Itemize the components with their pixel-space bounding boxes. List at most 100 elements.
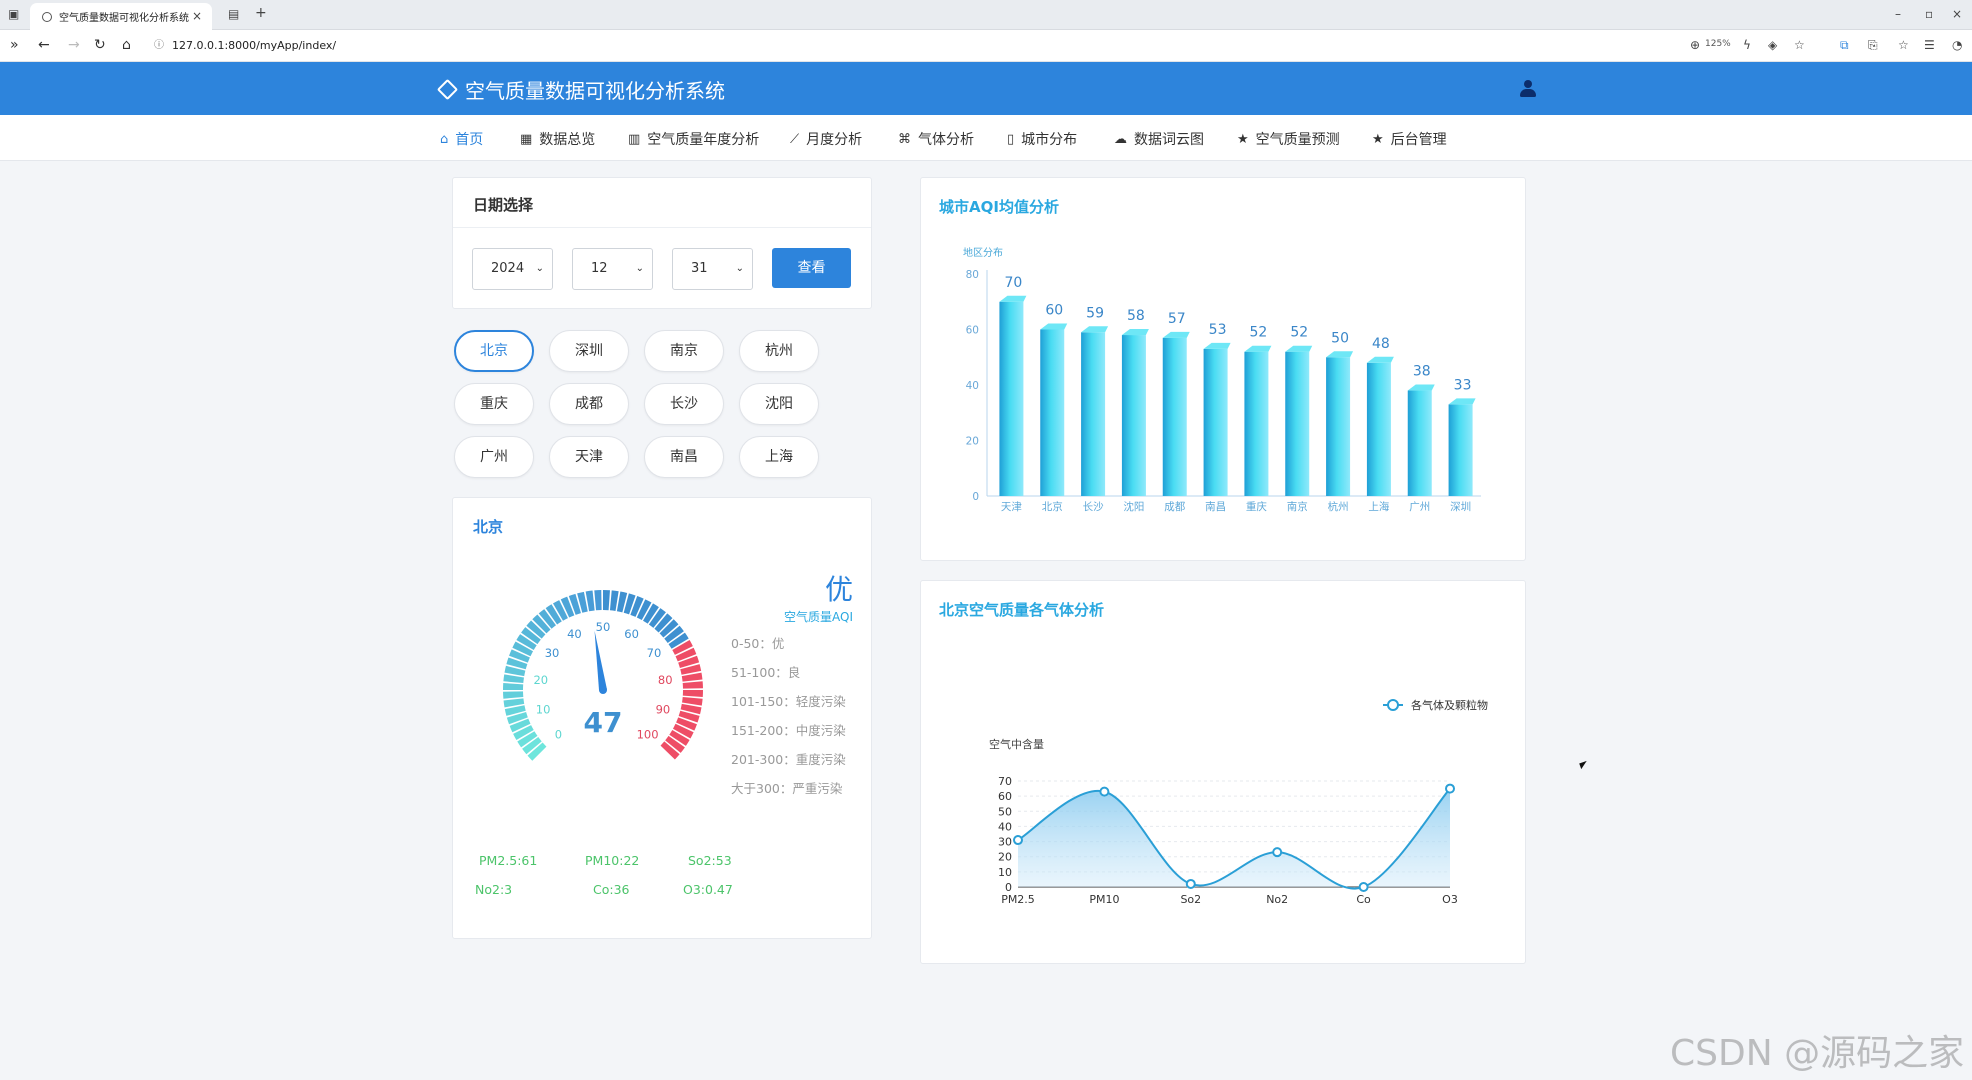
gauge-tick-label: 100 [637,728,659,742]
date-select-title: 日期选择 [473,196,534,214]
reload-icon[interactable]: ↻ [94,37,106,53]
line-point[interactable] [1099,786,1110,797]
gauge-segment [568,593,581,615]
profile-icon[interactable]: ◔ [1952,38,1963,52]
line-point[interactable] [1358,882,1369,892]
bar[interactable] [1285,351,1310,496]
tab-list-icon[interactable]: ▤ [228,7,240,21]
gauge-segment [506,712,528,725]
bar[interactable] [1040,329,1065,497]
user-icon[interactable] [1520,80,1536,98]
city-button[interactable]: 南昌 [644,436,724,478]
bar-x-tick-label: 沈阳 [1123,500,1144,513]
gas-analysis-line-card: 北京空气质量各气体分析 各气体及颗粒物 空气中含量 0 10 20 30 40 50 60 70 P… [920,580,1526,964]
bar[interactable] [1081,332,1106,496]
city-detail-card: 北京 0 10 20 30 40 50 60 70 80 90 100 47 优 空气质量AQI 0-… [452,497,872,939]
bar[interactable] [1244,351,1269,496]
tab-close-icon[interactable]: × [191,9,202,23]
bar-data-label: 53 [1209,322,1227,338]
bar-x-tick-label: 南昌 [1205,500,1226,513]
expand-icon[interactable]: » [10,37,19,53]
gauge-segment [678,710,700,723]
minimize-icon[interactable]: – [1895,7,1901,21]
bolt-icon[interactable]: ϟ [1743,38,1751,52]
translate-icon[interactable]: ⧉ [1840,38,1849,52]
day-select[interactable]: 31 ⌄ [672,248,753,290]
browser-tabbar: ▣ 空气质量数据可视化分析系统 × ▤ + – ▫ × [0,0,1972,30]
menu-icon[interactable]: ☰ [1924,38,1935,52]
bar[interactable] [1366,362,1391,496]
bar-y-tick-label: 60 [966,325,979,337]
bar[interactable] [1407,390,1432,496]
nav-item-0[interactable]: ⌂ 首页 [440,129,483,149]
nav-item-7[interactable]: ★ 空气质量预测 [1237,129,1340,149]
nav-item-4[interactable]: ⌘ 气体分析 [898,129,974,149]
extension-icon[interactable]: ◈ [1768,38,1778,52]
window-close-icon[interactable]: × [1952,7,1963,21]
nav-item-3[interactable]: ⟋ 月度分析 [790,129,862,149]
nav-item-6[interactable]: ☁ 数据词云图 [1114,129,1204,149]
bar-data-label: 48 [1372,336,1390,352]
city-button[interactable]: 上海 [739,436,819,478]
bookmark-icon[interactable]: ☆ [1794,38,1805,52]
browser-tab[interactable]: 空气质量数据可视化分析系统 × [30,3,212,30]
month-select[interactable]: 12 ⌄ [572,248,653,290]
forward-icon[interactable]: → [68,37,80,53]
city-button[interactable]: 广州 [454,436,534,478]
star-icon: ★ [1372,131,1384,147]
bar[interactable] [999,301,1024,496]
favorites-icon[interactable]: ☆ [1898,38,1909,52]
line-point[interactable] [1185,878,1196,889]
bar-chart-title: 城市AQI均值分析 [939,198,1059,216]
nav-item-2[interactable]: ▥ 空气质量年度分析 [628,129,759,149]
gauge-segment [503,691,524,699]
tab-favicon-icon [42,11,52,22]
gauge-segment [509,649,530,663]
city-button[interactable]: 长沙 [644,383,724,425]
new-tab-icon[interactable]: + [255,5,267,21]
city-button[interactable]: 南京 [644,330,724,372]
view-button[interactable]: 查看 [772,248,851,288]
bar[interactable] [1121,335,1146,496]
gauge-segment [660,741,680,760]
city-button[interactable]: 成都 [549,383,629,425]
home-browser-icon[interactable]: ⌂ [122,37,131,53]
nav-item-1[interactable]: ▦ 数据总览 [520,129,595,149]
app-title[interactable]: 空气质量数据可视化分析系统 [436,75,725,104]
line-point[interactable] [1013,835,1023,846]
gauge-segment [682,696,703,706]
city-aqi-bar-card: 城市AQI均值分析 地区分布 0 20 40 60 80 70 天津 60 北京 59 长沙 58 沈阳 5… [920,177,1526,561]
back-icon[interactable]: ← [38,37,50,53]
gauge-tick-label: 70 [647,646,662,660]
bar[interactable] [1162,337,1187,496]
share-icon[interactable]: ⎘ [1868,38,1878,52]
cube-icon [436,78,459,101]
line-y-tick-label: 60 [998,790,1012,803]
city-button[interactable]: 深圳 [549,330,629,372]
line-point[interactable] [1272,847,1283,858]
line-chart-icon: ⟋ [790,131,800,147]
line-y-tick-label: 0 [1005,881,1012,894]
nav-item-5[interactable]: ▯ 城市分布 [1007,129,1077,149]
nav-item-8[interactable]: ★ 后台管理 [1372,129,1447,149]
gauge-segment [506,657,528,670]
city-button[interactable]: 沈阳 [739,383,819,425]
address-bar: » ← → ↻ ⌂ ⓘ 127.0.0.1:8000/myApp/index/ … [0,30,1972,62]
bar-y-tick-label: 40 [966,380,979,392]
sidebar-toggle-icon[interactable]: ▣ [8,7,20,21]
city-button[interactable]: 北京 [454,330,534,372]
city-button[interactable]: 杭州 [739,330,819,372]
bar-top [1366,356,1394,363]
restore-icon[interactable]: ▫ [1925,7,1934,21]
pollutant-value: PM10:22 [585,853,640,868]
line-point[interactable] [1445,783,1455,794]
bar[interactable] [1326,357,1351,496]
gauge-segment [680,703,702,715]
city-button[interactable]: 重庆 [454,383,534,425]
url-field[interactable]: ⓘ 127.0.0.1:8000/myApp/index/ [150,35,1650,57]
city-button[interactable]: 天津 [549,436,629,478]
zoom-icon[interactable]: ⊕ [1690,38,1701,52]
bar[interactable] [1448,404,1473,496]
bar[interactable] [1203,348,1228,496]
year-select[interactable]: 2024 ⌄ [472,248,553,290]
